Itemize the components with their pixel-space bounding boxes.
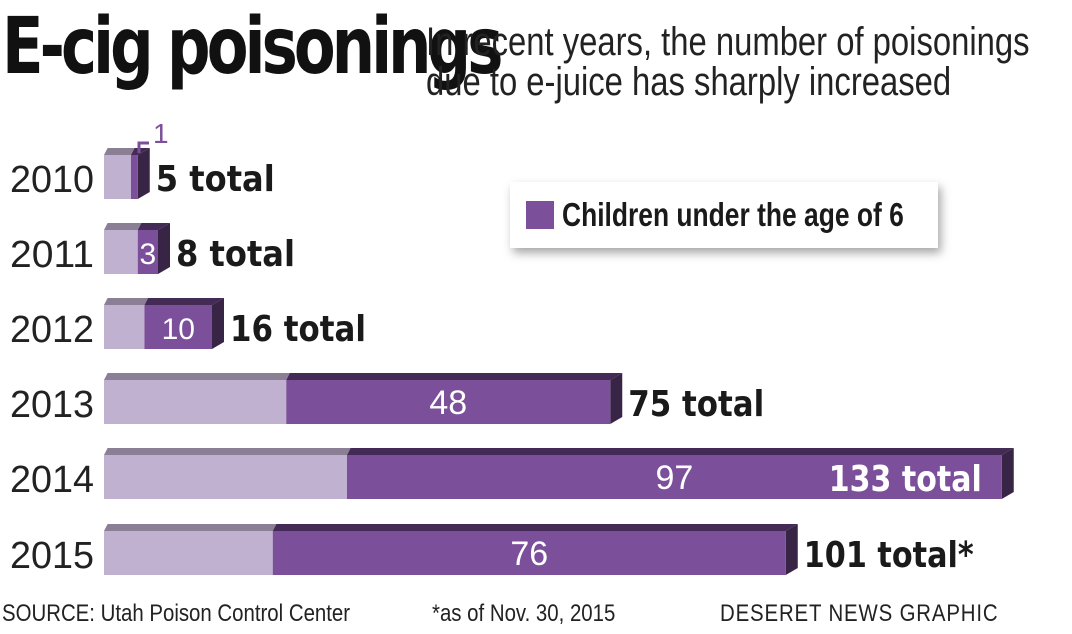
bar-top-children [272,524,798,531]
bar-top-total [104,524,277,531]
bar-top-total [104,373,290,380]
footnote: *as of Nov. 30, 2015 [432,600,616,627]
chart-title: E-cig poisonings [2,2,503,92]
year-label: 2012 [10,309,94,351]
total-label: 8 total [176,234,295,275]
bar-total-segment [104,380,287,424]
bar-top-total [104,223,142,230]
year-label: 2010 [10,159,94,201]
total-label: 133 total [829,459,982,500]
bar-top-total [104,148,135,155]
year-label: 2011 [10,234,94,276]
subtitle-line-1: In recent years, the number of poisoning… [426,20,1030,64]
bar-end-face [1001,448,1014,499]
total-label: 16 total [230,309,366,350]
bar-top-children [144,298,224,305]
bar-end-face [158,223,170,274]
year-label: 2014 [10,459,94,501]
bar-children-segment [272,531,786,575]
bar-end-face [137,148,150,199]
bar-end-face [610,373,623,424]
children-value-label: 76 [510,535,548,573]
bar-top-total [104,448,351,455]
total-label: 75 total [628,384,764,425]
children-value-label: 1 [153,118,169,149]
bar-children-segment [347,455,1002,499]
legend-swatch [526,201,554,229]
bar-top-children [286,373,623,380]
children-value-label: 48 [429,384,467,422]
children-value-label: 97 [655,459,693,497]
children-value-label: 3 [140,238,157,271]
bar-top-total [104,298,149,305]
chart-subtitle: In recent years, the number of poisoning… [426,20,1030,104]
legend: Children under the age of 6 [510,182,938,248]
bar-children-segment [131,155,138,199]
bar-children-segment [144,305,212,349]
children-value-label: 10 [162,313,195,346]
bar-end-face [212,298,224,349]
children-value-marker [137,141,149,153]
total-label: 5 total [156,159,275,200]
bar-children-segment [137,230,158,274]
bar-children-segment [286,380,611,424]
bar-top-children [137,223,170,230]
legend-label: Children under the age of 6 [562,196,904,233]
bar-total-segment [104,455,347,499]
bar-top-children [347,448,1014,455]
source-note: SOURCE: Utah Poison Control Center [2,600,351,627]
bar-total-segment [104,230,138,274]
bar-total-segment [104,531,273,575]
credit: DESERET NEWS GRAPHIC [720,600,999,627]
subtitle-line-2: due to e-juice has sharply increased [426,60,952,104]
bar-total-segment [104,305,145,349]
bar-total-segment [104,155,131,199]
year-label: 2013 [10,384,94,426]
year-label: 2015 [10,535,94,577]
bar-end-face [785,524,798,575]
total-label: 101 total* [804,535,974,576]
